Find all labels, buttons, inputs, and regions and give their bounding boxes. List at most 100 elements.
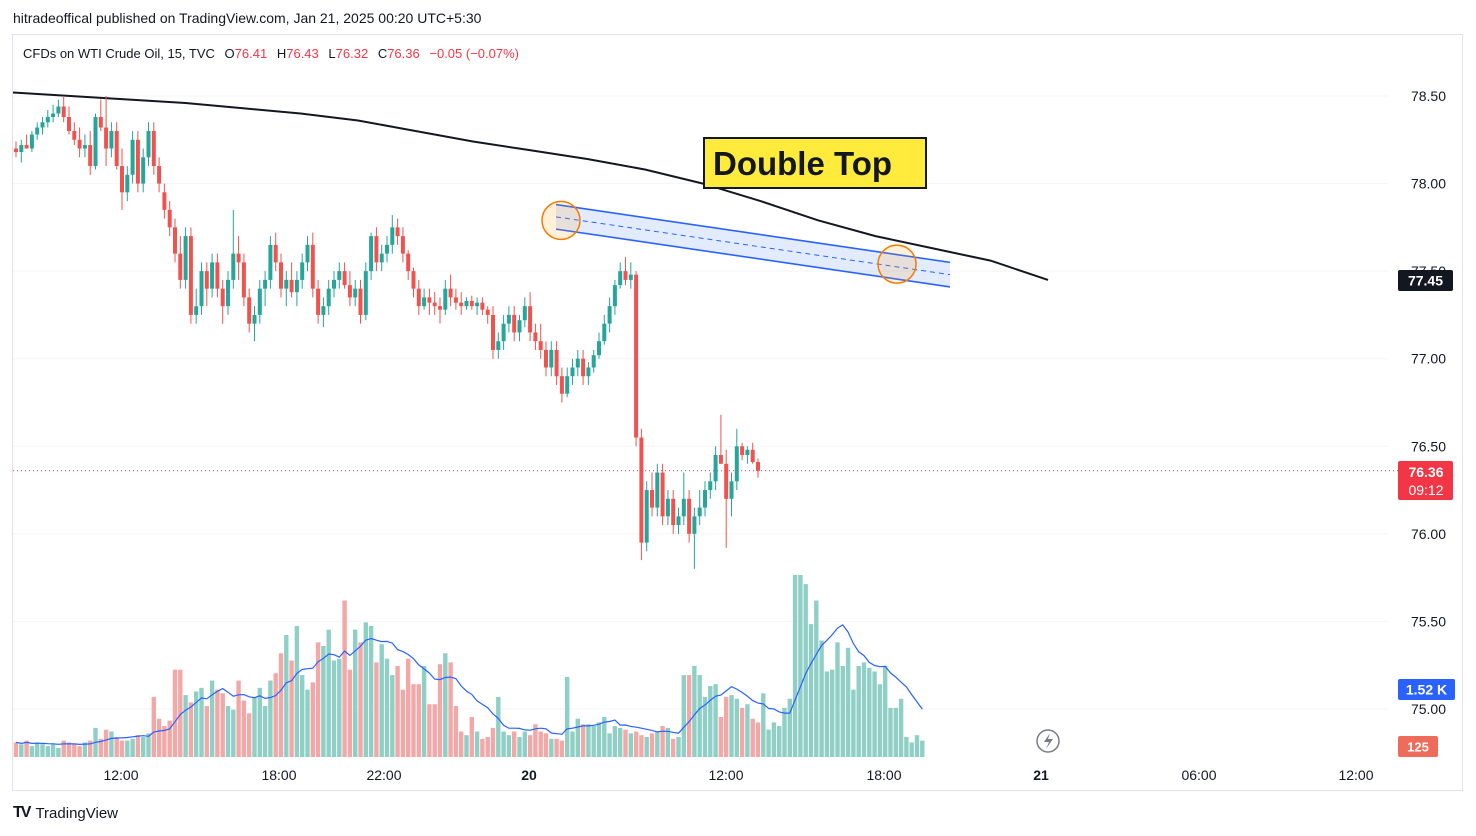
volume-bar xyxy=(692,666,697,757)
volume-bar xyxy=(236,680,241,757)
candle-body xyxy=(294,279,299,293)
volume-bar xyxy=(40,744,45,757)
candle-body xyxy=(586,367,591,377)
volume-bar xyxy=(623,729,628,757)
volume-bar xyxy=(861,662,867,757)
volume-bar xyxy=(803,584,808,757)
double-top-annotation[interactable]: Double Top xyxy=(703,137,927,189)
flash-icon[interactable] xyxy=(1036,729,1060,753)
candle-body xyxy=(24,145,29,149)
candle-body xyxy=(554,349,559,377)
volume-bar xyxy=(543,733,549,757)
candle-body xyxy=(353,288,358,298)
volume-bar xyxy=(920,740,925,757)
annotation-text: Double Top xyxy=(713,145,892,182)
volume-bar xyxy=(146,733,151,757)
candle-body xyxy=(130,139,135,175)
volume-bar xyxy=(565,676,570,757)
volume-bar xyxy=(384,658,390,757)
candle-body xyxy=(522,306,527,321)
candle-body xyxy=(756,462,760,471)
volume-bar xyxy=(353,629,358,757)
candle-body xyxy=(347,285,352,298)
volume-bar xyxy=(50,744,56,757)
candle-body xyxy=(644,490,649,543)
candle-body xyxy=(559,376,564,394)
candle-body xyxy=(167,209,172,228)
volume-bar xyxy=(729,695,734,757)
candle-body xyxy=(443,288,448,310)
volume-bar xyxy=(490,727,496,757)
volume-bar xyxy=(798,575,803,757)
legend-change: −0.05 (−0.07%) xyxy=(429,46,519,61)
volume-bar xyxy=(427,704,432,757)
volume-bar xyxy=(98,738,103,757)
candle-body xyxy=(231,253,236,280)
volume-bar xyxy=(708,686,713,757)
volume-bar xyxy=(114,736,119,757)
candle-body xyxy=(602,323,607,342)
volume-bar xyxy=(867,667,872,757)
candle-body xyxy=(750,449,755,463)
double-top-channel[interactable] xyxy=(555,203,951,288)
volume-bar xyxy=(517,736,522,757)
candle-body xyxy=(612,285,617,307)
legend-low-value: 76.32 xyxy=(335,46,369,61)
volume-bar xyxy=(618,727,623,757)
price-grid xyxy=(13,95,1388,710)
first-top-marker[interactable] xyxy=(541,200,581,241)
volume-bar xyxy=(633,731,639,757)
volume-bar xyxy=(713,684,718,757)
volume-bar xyxy=(893,707,898,757)
candle-body xyxy=(665,498,670,517)
volume-bar xyxy=(697,675,702,757)
candle-body xyxy=(374,236,379,263)
candle-body xyxy=(35,127,40,135)
candle-body xyxy=(538,341,543,350)
footer-brand[interactable]: TV TradingView xyxy=(13,804,118,822)
volume-bar xyxy=(840,666,845,757)
candle-body xyxy=(718,455,723,464)
candle-body xyxy=(628,274,633,280)
candle-body xyxy=(326,288,331,307)
candle-body xyxy=(655,472,660,508)
volume-bar xyxy=(660,726,665,757)
candle-body xyxy=(135,139,140,184)
candle-body xyxy=(427,297,432,303)
candle-body xyxy=(528,306,533,333)
second-top-marker[interactable] xyxy=(877,244,917,284)
candle-body xyxy=(681,498,686,517)
candle-body xyxy=(660,472,665,517)
candle-body xyxy=(289,279,294,293)
candle-body xyxy=(305,244,310,263)
moving-average-line xyxy=(12,91,1049,281)
price-tick-label: 77.00 xyxy=(1411,351,1446,367)
candle-body xyxy=(72,131,77,140)
volume-bar xyxy=(241,700,247,757)
candle-body xyxy=(342,271,347,286)
volume-ma-label-box xyxy=(1398,679,1455,700)
candle-body xyxy=(506,314,511,324)
volume-bar xyxy=(883,666,888,757)
legend-open-value: 76.41 xyxy=(234,46,268,61)
volume-ma-label: 1.52 K xyxy=(1406,682,1447,698)
candle-body xyxy=(448,288,453,298)
volume-bar xyxy=(305,689,310,757)
volume-bar xyxy=(151,696,156,757)
volume-bar xyxy=(612,726,618,757)
volume-bar xyxy=(109,731,114,757)
volume-bar xyxy=(156,718,162,757)
candle-body xyxy=(607,306,612,324)
candle-body xyxy=(570,367,575,377)
candle-body xyxy=(93,117,98,167)
candle-body xyxy=(618,271,623,286)
candle-body xyxy=(379,253,384,263)
volume-bar xyxy=(411,684,416,757)
legend-symbol[interactable]: CFDs on WTI Crude Oil, 15, TVC xyxy=(23,46,215,61)
price-tick-label: 76.00 xyxy=(1411,526,1446,542)
volume-moving-average-line xyxy=(15,624,923,746)
candle-body xyxy=(517,320,522,333)
volume-bar xyxy=(628,733,633,757)
